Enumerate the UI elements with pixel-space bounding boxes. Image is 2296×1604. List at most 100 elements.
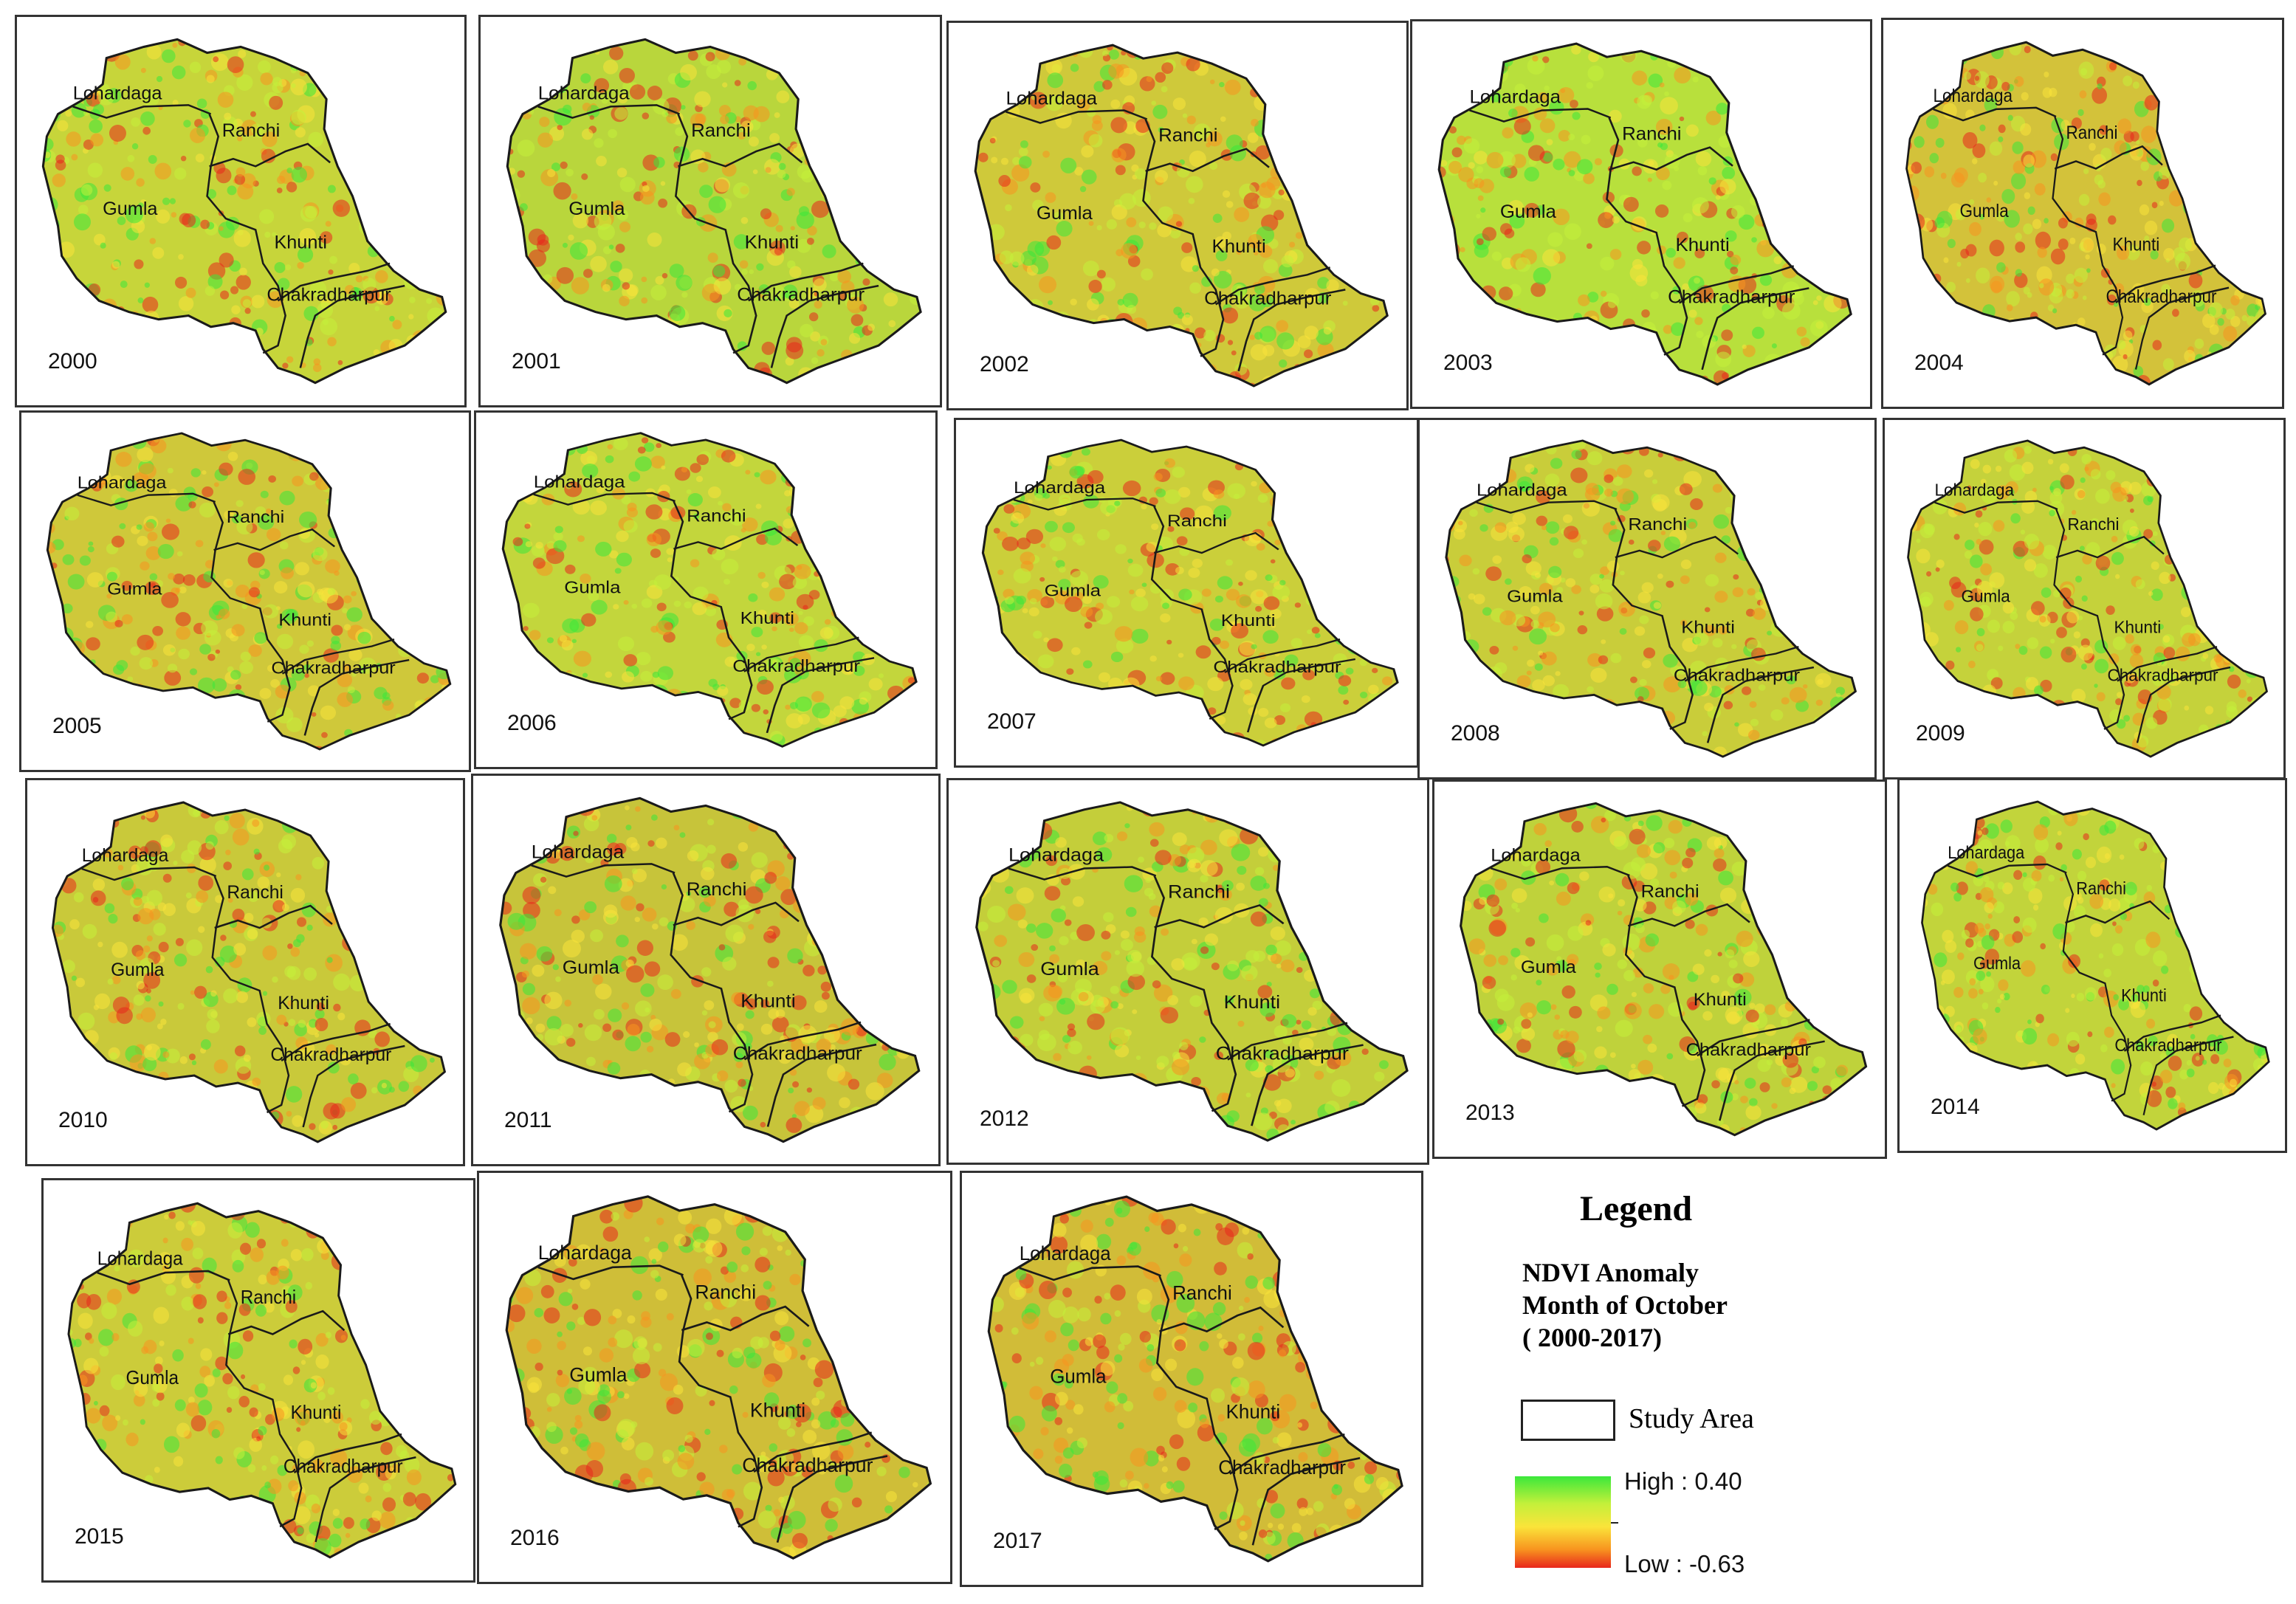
district-label-ranchi: Ranchi xyxy=(241,1287,296,1308)
legend-title: Legend xyxy=(1580,1189,1693,1228)
district-label-ranchi: Ranchi xyxy=(1158,125,1217,146)
district-label-khunti: Khunti xyxy=(1221,612,1276,630)
district-boundary xyxy=(743,636,859,672)
district-boundary xyxy=(766,1043,877,1127)
legend-subtitle-line3: ( 2000-2017) xyxy=(1522,1323,1662,1352)
district-label-ranchi: Ranchi xyxy=(222,120,281,141)
district-label-chakradharpur: Chakradharpur xyxy=(1218,1456,1346,1479)
district-label-gumla: Gumla xyxy=(564,579,621,597)
district-label-chakradharpur: Chakradharpur xyxy=(1674,667,1800,686)
ndvi-map-2016: Lohardaga Ranchi Gumla Khunti Chakradharpur xyxy=(505,1195,932,1560)
study-area-boundary xyxy=(1907,439,2269,758)
map-year-label: 2016 xyxy=(510,1526,560,1550)
district-boundary xyxy=(209,142,331,168)
district-boundary xyxy=(678,142,803,168)
district-boundary xyxy=(1006,109,1148,124)
study-area-boundary xyxy=(51,801,447,1143)
study-area-label: Study Area xyxy=(1629,1403,1754,1434)
district-boundary xyxy=(2054,145,2163,170)
map-year-label: 2014 xyxy=(1931,1095,1980,1119)
district-boundary xyxy=(537,1264,684,1281)
district-label-chakradharpur: Chakradharpur xyxy=(1668,287,1795,308)
district-boundary xyxy=(1719,1040,1825,1121)
study-area-boundary xyxy=(506,38,922,385)
district-label-khunti: Khunti xyxy=(1676,235,1730,256)
district-boundary xyxy=(1150,875,1237,1112)
map-year-label: 2013 xyxy=(1465,1101,1515,1125)
ramp-high-label: High : 0.40 xyxy=(1624,1467,1742,1495)
district-label-lohardaga: Lohardaga xyxy=(538,1242,632,1264)
district-label-khunti: Khunti xyxy=(745,233,799,253)
district-label-chakradharpur: Chakradharpur xyxy=(1686,1040,1811,1060)
district-label-ranchi: Ranchi xyxy=(1168,881,1230,902)
district-boundary xyxy=(1150,506,1234,720)
district-label-ranchi: Ranchi xyxy=(695,1281,756,1303)
ndvi-map-2014: Lohardaga Ranchi Gumla Khunti Chakradharpur xyxy=(1921,800,2270,1131)
district-label-chakradharpur: Chakradharpur xyxy=(733,1044,862,1064)
district-label-chakradharpur: Chakradharpur xyxy=(1216,1043,1349,1064)
map-year-label: 2004 xyxy=(1914,351,1964,375)
map-year-label: 2000 xyxy=(48,349,97,374)
district-label-gumla: Gumla xyxy=(1040,958,1099,980)
map-panel-2013: Lohardaga Ranchi Gumla Khunti Chakradharpur 2… xyxy=(1432,779,1887,1159)
district-label-ranchi: Ranchi xyxy=(1628,515,1687,534)
district-label-khunti: Khunti xyxy=(1226,1400,1280,1423)
district-label-chakradharpur: Chakradharpur xyxy=(271,659,395,678)
district-label-lohardaga: Lohardaga xyxy=(78,473,167,492)
district-label-chakradharpur: Chakradharpur xyxy=(267,284,391,305)
ndvi-map-2007: Lohardaga Ranchi Gumla Khunti Chakradharpur xyxy=(981,438,1399,747)
map-panel-2002: Lohardaga Ranchi Gumla Khunti Chakradharpur 2… xyxy=(946,21,1409,410)
map-year-label: 2011 xyxy=(504,1108,552,1132)
district-boundary xyxy=(1237,289,1346,372)
district-label-gumla: Gumla xyxy=(569,1363,627,1386)
map-year-label: 2008 xyxy=(1451,721,1500,746)
district-boundary xyxy=(1159,1306,1285,1333)
map-panel-2008: Lohardaga Ranchi Gumla Khunti Chakradharpur 2… xyxy=(1417,418,1877,779)
district-label-gumla: Gumla xyxy=(563,957,620,977)
ndvi-map-2001: Lohardaga Ranchi Gumla Khunti Chakradharpur xyxy=(506,38,922,385)
district-label-ranchi: Ranchi xyxy=(687,507,746,526)
map-year-label: 2012 xyxy=(980,1106,1029,1131)
district-boundary xyxy=(213,528,336,551)
map-year-label: 2001 xyxy=(512,349,561,374)
district-boundary xyxy=(748,262,864,302)
district-label-chakradharpur: Chakradharpur xyxy=(737,285,865,306)
district-boundary xyxy=(670,500,753,720)
study-area-boundary xyxy=(46,432,452,751)
map-panel-2016: Lohardaga Ranchi Gumla Khunti Chakradharpur 2… xyxy=(477,1171,952,1584)
district-boundary xyxy=(2115,264,2216,303)
district-boundary xyxy=(211,875,290,1114)
study-area-boundary xyxy=(1437,42,1852,386)
district-boundary xyxy=(77,492,216,506)
district-label-khunti: Khunti xyxy=(278,994,329,1013)
study-area-boundary xyxy=(499,796,921,1143)
district-boundary xyxy=(72,104,212,119)
district-boundary xyxy=(531,863,676,878)
ndvi-map-2015: Lohardaga Ranchi Gumla Khunti Chakradharpur xyxy=(67,1202,457,1559)
district-boundary xyxy=(1469,108,1612,123)
district-label-gumla: Gumla xyxy=(1962,586,2011,605)
study-area-boundary xyxy=(987,1195,1403,1563)
ndvi-map-2011: Lohardaga Ranchi Gumla Khunti Chakradharpur xyxy=(499,796,921,1143)
ndvi-map-2002: Lohardaga Ranchi Gumla Khunti Chakradharpur xyxy=(974,44,1389,388)
study-area-boundary xyxy=(1905,41,2267,386)
district-boundary xyxy=(2062,872,2132,1102)
district-boundary xyxy=(1684,646,1799,682)
district-boundary xyxy=(1019,1265,1162,1281)
district-label-ranchi: Ranchi xyxy=(687,879,747,899)
district-label-khunti: Khunti xyxy=(278,610,331,630)
district-label-ranchi: Ranchi xyxy=(227,508,285,527)
map-year-label: 2009 xyxy=(1916,721,1965,746)
map-year-label: 2006 xyxy=(507,711,557,735)
district-label-khunti: Khunti xyxy=(2113,234,2160,255)
map-panel-2003: Lohardaga Ranchi Gumla Khunti Chakradharpur 2… xyxy=(1410,19,1872,409)
district-boundary xyxy=(2065,900,2170,924)
district-boundary xyxy=(678,1275,763,1528)
ndvi-map-2006: Lohardaga Ranchi Gumla Khunti Chakradharpur xyxy=(501,432,918,748)
district-label-lohardaga: Lohardaga xyxy=(1935,480,2015,499)
district-label-ranchi: Ranchi xyxy=(2066,123,2118,143)
district-boundary xyxy=(1933,106,2057,122)
district-label-gumla: Gumla xyxy=(1037,203,1093,224)
map-panel-2001: Lohardaga Ranchi Gumla Khunti Chakradharpur 2… xyxy=(478,15,942,407)
district-label-lohardaga: Lohardaga xyxy=(1008,844,1104,866)
